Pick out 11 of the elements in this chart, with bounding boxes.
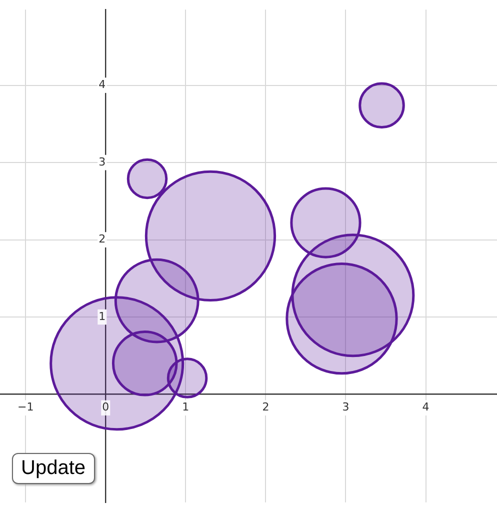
update-button: Update xyxy=(12,453,94,484)
x-tick-label: 4 xyxy=(422,400,430,414)
x-tick-label: 2 xyxy=(262,400,270,414)
y-tick-label: 1 xyxy=(98,310,106,323)
y-tick-label: 4 xyxy=(98,78,106,92)
x-tick-label: −1 xyxy=(18,400,34,414)
y-tick-label: 2 xyxy=(98,232,106,246)
x-tick-label: 0 xyxy=(102,400,110,414)
x-tick-label: 3 xyxy=(342,400,350,414)
y-tick-label: 3 xyxy=(98,155,106,168)
x-tick-label: 1 xyxy=(182,400,190,414)
